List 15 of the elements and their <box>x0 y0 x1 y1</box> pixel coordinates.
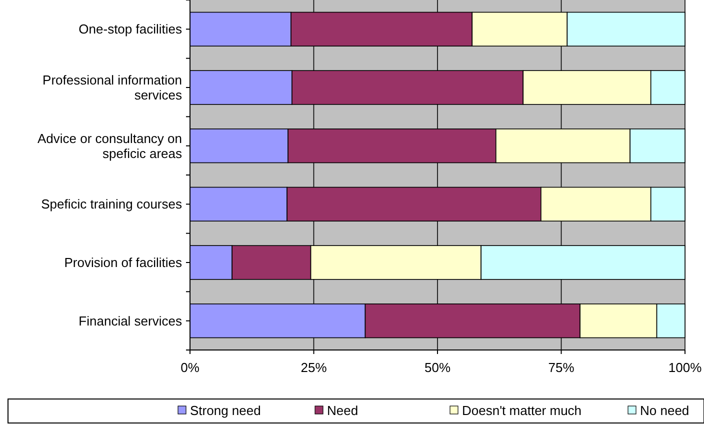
x-tick-label: 0% <box>180 360 200 375</box>
x-tick-label: 25% <box>300 360 328 375</box>
y-tick-label: Provision of facilities <box>64 255 182 270</box>
legend-label: Doesn't matter much <box>462 403 582 418</box>
y-tick-label: Speficic training courses <box>41 196 182 212</box>
x-tick-label: 100% <box>668 360 702 375</box>
x-tick-label: 75% <box>548 360 575 375</box>
y-tick-label: One-stop facilities <box>78 22 182 37</box>
y-tick-label: Professional information services <box>42 72 182 102</box>
x-tick-label: 50% <box>424 360 451 375</box>
legend-label: No need <box>640 403 690 418</box>
legend-label: Need <box>327 403 358 418</box>
legend-label: Strong need <box>190 403 261 418</box>
y-tick-label: Advice or consultancy on speficic areas <box>37 130 182 161</box>
y-tick-label: Financial services <box>78 313 182 328</box>
